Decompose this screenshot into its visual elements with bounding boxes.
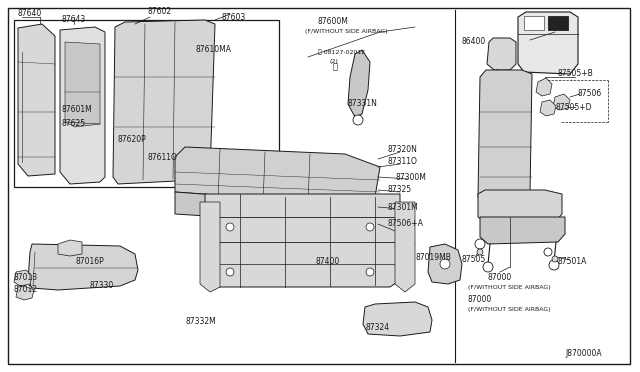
Text: 87601M: 87601M — [62, 106, 93, 115]
Circle shape — [552, 256, 558, 262]
Polygon shape — [540, 100, 556, 116]
Polygon shape — [536, 78, 552, 96]
Text: 87620P: 87620P — [118, 135, 147, 144]
Text: 86400: 86400 — [462, 38, 486, 46]
Polygon shape — [478, 70, 532, 204]
Bar — [548, 16, 568, 30]
Circle shape — [475, 239, 485, 249]
Text: 87013: 87013 — [14, 273, 38, 282]
Text: 87611O: 87611O — [148, 153, 178, 161]
Text: J870000A: J870000A — [565, 350, 602, 359]
Polygon shape — [175, 147, 380, 204]
Text: 87324: 87324 — [365, 323, 389, 331]
Text: 87330: 87330 — [90, 280, 115, 289]
Polygon shape — [478, 190, 562, 224]
Text: 87000: 87000 — [468, 295, 492, 304]
Text: 87610MA: 87610MA — [195, 45, 231, 55]
Circle shape — [366, 223, 374, 231]
Polygon shape — [553, 94, 570, 110]
Polygon shape — [428, 244, 462, 284]
Text: Ⓢ: Ⓢ — [333, 62, 337, 71]
Text: (F/WITHOUT SIDE AIRBAG): (F/WITHOUT SIDE AIRBAG) — [468, 285, 550, 289]
Text: 87625: 87625 — [62, 119, 86, 128]
Text: 87311O: 87311O — [388, 157, 418, 167]
Polygon shape — [200, 202, 220, 292]
Polygon shape — [16, 286, 34, 300]
Text: (F/WITHOUT SIDE AIRBAG): (F/WITHOUT SIDE AIRBAG) — [305, 29, 388, 35]
Polygon shape — [348, 50, 370, 117]
Text: 87331N: 87331N — [348, 99, 378, 109]
Text: 87320N: 87320N — [388, 145, 418, 154]
Text: 87501A: 87501A — [558, 257, 588, 266]
Bar — [548, 16, 568, 30]
Text: 87012: 87012 — [14, 285, 38, 295]
Circle shape — [477, 249, 483, 255]
Text: 87301M: 87301M — [388, 202, 419, 212]
Polygon shape — [175, 192, 375, 224]
Bar — [524, 16, 544, 30]
Polygon shape — [480, 217, 565, 244]
Text: 87506+A: 87506+A — [388, 219, 424, 228]
Text: 87400: 87400 — [315, 257, 339, 266]
Text: 87505+B: 87505+B — [558, 70, 594, 78]
Text: 87300M: 87300M — [395, 173, 426, 182]
Polygon shape — [65, 42, 100, 127]
Text: 87505: 87505 — [462, 256, 486, 264]
Circle shape — [544, 248, 552, 256]
Text: 87000: 87000 — [488, 273, 512, 282]
Text: 87505+D: 87505+D — [555, 103, 591, 112]
Polygon shape — [58, 240, 82, 256]
Text: Ⓢ 08127-0201E: Ⓢ 08127-0201E — [318, 49, 365, 55]
Circle shape — [440, 259, 450, 269]
Text: 87602: 87602 — [148, 7, 172, 16]
Polygon shape — [363, 302, 432, 336]
Text: (2): (2) — [330, 60, 339, 64]
Text: 87600M: 87600M — [318, 17, 349, 26]
Circle shape — [226, 268, 234, 276]
Circle shape — [226, 223, 234, 231]
Circle shape — [549, 260, 559, 270]
Circle shape — [483, 262, 493, 272]
Text: 87506: 87506 — [578, 90, 602, 99]
Text: 87640: 87640 — [17, 10, 41, 19]
Polygon shape — [113, 20, 215, 184]
Polygon shape — [395, 202, 415, 292]
Polygon shape — [487, 38, 516, 70]
Text: 87643: 87643 — [62, 16, 86, 25]
Text: 87603: 87603 — [222, 13, 246, 22]
Polygon shape — [518, 12, 578, 74]
Text: (F/WITHOUT SIDE AIRBAG): (F/WITHOUT SIDE AIRBAG) — [468, 307, 550, 311]
Polygon shape — [28, 244, 138, 290]
Circle shape — [353, 115, 363, 125]
Polygon shape — [205, 194, 400, 287]
Text: 87019MB: 87019MB — [415, 253, 451, 262]
Bar — [14, 20, 279, 187]
Text: 87332M: 87332M — [185, 317, 216, 327]
Text: 87016P: 87016P — [75, 257, 104, 266]
Polygon shape — [18, 24, 55, 176]
Circle shape — [366, 268, 374, 276]
Text: 87325: 87325 — [388, 186, 412, 195]
Polygon shape — [60, 27, 105, 184]
Polygon shape — [14, 270, 32, 286]
